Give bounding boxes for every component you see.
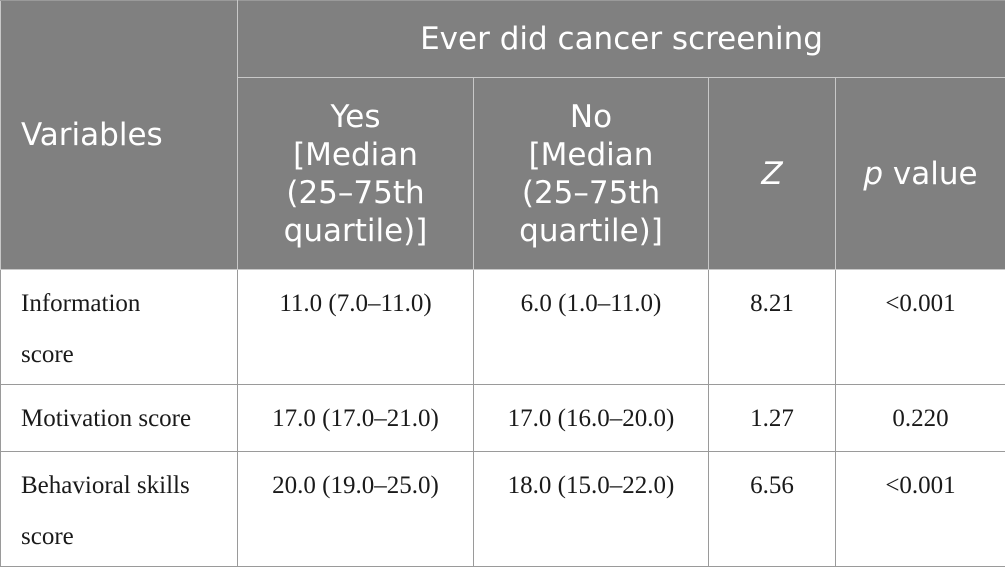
header-row-1: Variables Ever did cancer screening [0, 0, 1005, 270]
table-header: Variables Ever did cancer screening Yes … [0, 0, 1005, 270]
p-value-cell: <0.001 [834, 451, 1005, 567]
yes-header-line: Yes [330, 98, 381, 135]
p-value-column-header: p value [834, 77, 1005, 270]
variable-cell: Information score [0, 269, 238, 385]
no-header-line: quartile)] [519, 212, 663, 249]
table-row: Behavioral skills score 20.0 (19.0–25.0)… [0, 451, 1005, 567]
p-header-italic: p [863, 155, 884, 192]
z-value-cell: 8.21 [708, 269, 836, 385]
z-value-cell: 1.27 [708, 384, 836, 452]
no-column-header: No [Median (25–75th quartile)] [473, 77, 709, 270]
no-value-cell: 17.0 (16.0–20.0) [473, 384, 709, 452]
z-header-label: Z [761, 155, 783, 192]
no-header-line: (25–75th [521, 174, 661, 211]
no-header-line: No [569, 98, 613, 135]
z-column-header: Z [708, 77, 836, 270]
header-row-2: Yes [Median (25–75th quartile)] No [Medi… [1, 77, 1005, 270]
variable-line: score [21, 341, 74, 368]
variables-header: Variables [0, 0, 238, 270]
yes-header-line: quartile)] [283, 212, 428, 249]
yes-value-cell: 11.0 (7.0–11.0) [237, 269, 474, 385]
p-header-rest: value [883, 155, 978, 192]
table-row: Motivation score 17.0 (17.0–21.0) 17.0 (… [0, 384, 1005, 452]
no-value-cell: 6.0 (1.0–11.0) [473, 269, 709, 385]
p-value-cell: 0.220 [834, 384, 1005, 452]
yes-value-cell: 20.0 (19.0–25.0) [237, 451, 474, 567]
yes-header-line: (25–75th [286, 174, 425, 211]
table-row: Information score 11.0 (7.0–11.0) 6.0 (1… [0, 269, 1005, 385]
yes-header-line: [Median [293, 136, 418, 173]
p-value-cell: <0.001 [834, 269, 1005, 385]
screening-group-header: Ever did cancer screening [236, 0, 1005, 78]
no-value-cell: 18.0 (15.0–22.0) [473, 451, 709, 567]
z-value-cell: 6.56 [708, 451, 836, 567]
variable-line: score [21, 523, 74, 550]
variable-line: Motivation score [21, 405, 192, 432]
yes-value-cell: 17.0 (17.0–21.0) [237, 384, 474, 452]
no-header-line: [Median [528, 136, 654, 173]
variable-line: Information [21, 290, 141, 317]
yes-column-header: Yes [Median (25–75th quartile)] [237, 77, 474, 270]
variable-cell: Motivation score [0, 384, 238, 452]
variable-line: Behavioral skills [21, 472, 190, 499]
variable-cell: Behavioral skills score [0, 451, 238, 567]
table-body: Information score 11.0 (7.0–11.0) 6.0 (1… [0, 269, 1005, 567]
